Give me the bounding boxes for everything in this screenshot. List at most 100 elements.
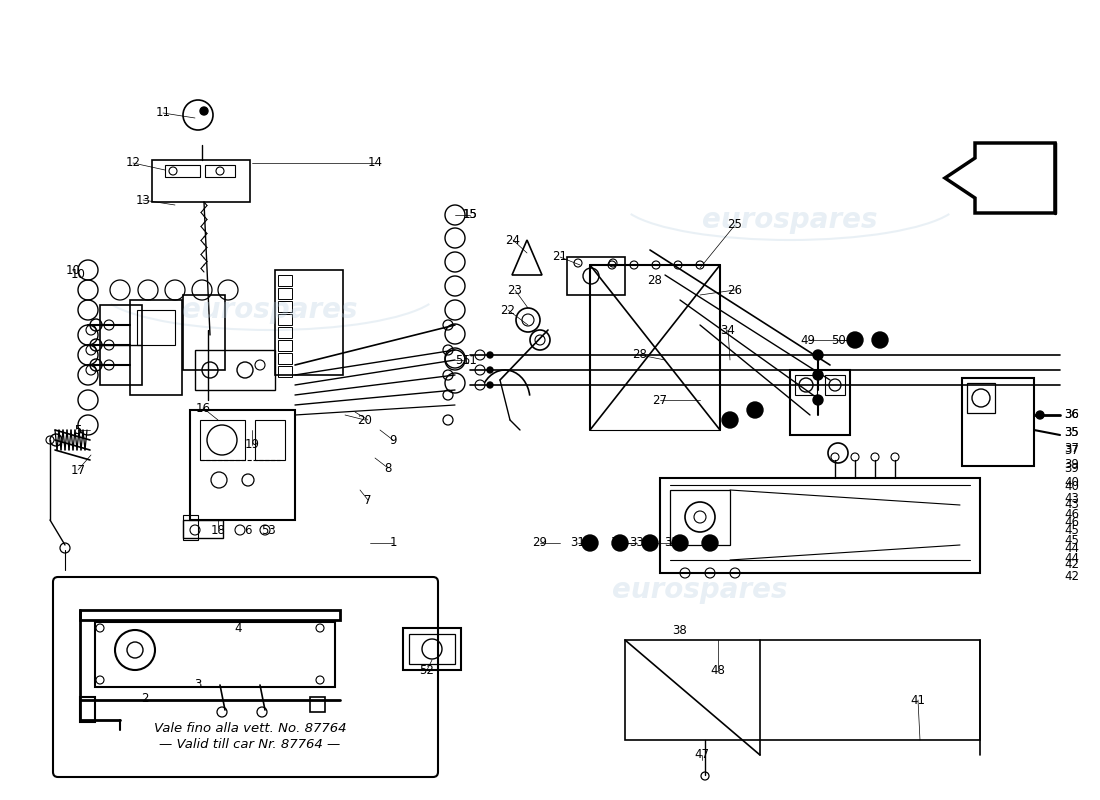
Bar <box>278 353 292 364</box>
Bar <box>790 370 850 435</box>
Text: 40: 40 <box>1065 481 1079 494</box>
Bar <box>275 270 343 375</box>
Circle shape <box>813 395 823 405</box>
Text: 34: 34 <box>720 323 736 337</box>
Text: 3: 3 <box>195 678 201 691</box>
Bar <box>80 697 95 722</box>
Bar <box>190 410 295 520</box>
Text: 2: 2 <box>141 691 149 705</box>
Text: 36: 36 <box>1065 409 1079 422</box>
Bar <box>278 314 292 325</box>
Circle shape <box>487 367 493 373</box>
Text: 41: 41 <box>911 694 925 706</box>
Text: 11: 11 <box>155 106 170 119</box>
Bar <box>962 378 1034 466</box>
Text: 5: 5 <box>75 423 81 437</box>
Bar <box>278 275 292 286</box>
Text: 30: 30 <box>610 537 626 550</box>
Bar <box>278 288 292 299</box>
Bar <box>967 383 996 413</box>
Text: 22: 22 <box>500 303 516 317</box>
Bar <box>183 515 198 540</box>
Text: 44: 44 <box>1065 553 1079 566</box>
Text: 6: 6 <box>244 523 252 537</box>
Bar <box>183 295 226 370</box>
Text: 46: 46 <box>1065 517 1079 530</box>
Text: 21: 21 <box>552 250 568 263</box>
Text: 10: 10 <box>66 263 80 277</box>
Bar <box>795 375 817 395</box>
Text: 39: 39 <box>1065 458 1079 471</box>
Text: 14: 14 <box>367 157 383 170</box>
Text: 42: 42 <box>1065 558 1079 571</box>
Bar <box>138 310 175 345</box>
Text: 1: 1 <box>389 537 397 550</box>
Text: 9: 9 <box>389 434 397 446</box>
Text: 26: 26 <box>727 283 742 297</box>
Bar <box>825 375 845 395</box>
Text: 13: 13 <box>135 194 151 206</box>
Text: 47: 47 <box>694 749 710 762</box>
Bar <box>255 420 285 460</box>
Text: 35: 35 <box>1065 426 1079 439</box>
Text: 10: 10 <box>70 269 86 282</box>
Text: 36: 36 <box>1065 409 1079 422</box>
Bar <box>205 165 235 177</box>
Text: 28: 28 <box>648 274 662 286</box>
Bar <box>278 366 292 377</box>
Text: 44: 44 <box>1065 542 1079 554</box>
Circle shape <box>582 535 598 551</box>
Text: 8: 8 <box>384 462 392 474</box>
Bar <box>660 478 980 573</box>
Circle shape <box>747 402 763 418</box>
Circle shape <box>1036 411 1044 419</box>
Text: 15: 15 <box>463 209 477 222</box>
Text: 19: 19 <box>244 438 260 451</box>
Circle shape <box>487 382 493 388</box>
Text: 16: 16 <box>196 402 210 414</box>
Text: 5: 5 <box>75 423 81 437</box>
Bar <box>409 634 455 664</box>
Text: 18: 18 <box>210 523 225 537</box>
Text: 20: 20 <box>358 414 373 426</box>
Text: 48: 48 <box>711 663 725 677</box>
Bar <box>278 340 292 351</box>
Text: — Valid till car Nr. 87764 —: — Valid till car Nr. 87764 — <box>160 738 341 751</box>
Text: eurospares: eurospares <box>702 206 878 234</box>
Bar <box>278 301 292 312</box>
Text: 51: 51 <box>455 354 471 366</box>
Text: 25: 25 <box>727 218 742 231</box>
Text: 38: 38 <box>672 623 688 637</box>
Bar <box>278 327 292 338</box>
Text: 45: 45 <box>1065 534 1079 547</box>
Bar <box>200 420 245 460</box>
Bar <box>130 300 182 395</box>
Circle shape <box>813 350 823 360</box>
Bar <box>152 160 250 202</box>
Circle shape <box>200 107 208 115</box>
Circle shape <box>722 412 738 428</box>
Text: 37: 37 <box>1065 442 1079 454</box>
Bar <box>80 610 340 620</box>
Text: 29: 29 <box>532 537 548 550</box>
Text: 53: 53 <box>261 523 275 537</box>
Circle shape <box>813 370 823 380</box>
Circle shape <box>612 535 628 551</box>
Text: 24: 24 <box>506 234 520 246</box>
Circle shape <box>702 535 718 551</box>
Bar <box>310 697 324 712</box>
Circle shape <box>672 535 688 551</box>
Text: 33: 33 <box>629 537 645 550</box>
Circle shape <box>642 535 658 551</box>
Text: 12: 12 <box>125 157 141 170</box>
Text: 45: 45 <box>1065 525 1079 538</box>
Text: 49: 49 <box>801 334 815 346</box>
Bar <box>195 350 275 390</box>
Text: eurospares: eurospares <box>613 576 788 604</box>
Text: 23: 23 <box>507 283 522 297</box>
Circle shape <box>847 332 864 348</box>
Text: 43: 43 <box>1065 498 1079 511</box>
Text: 46: 46 <box>1065 509 1079 522</box>
Bar <box>566 257 625 295</box>
Text: 37: 37 <box>1065 445 1079 458</box>
